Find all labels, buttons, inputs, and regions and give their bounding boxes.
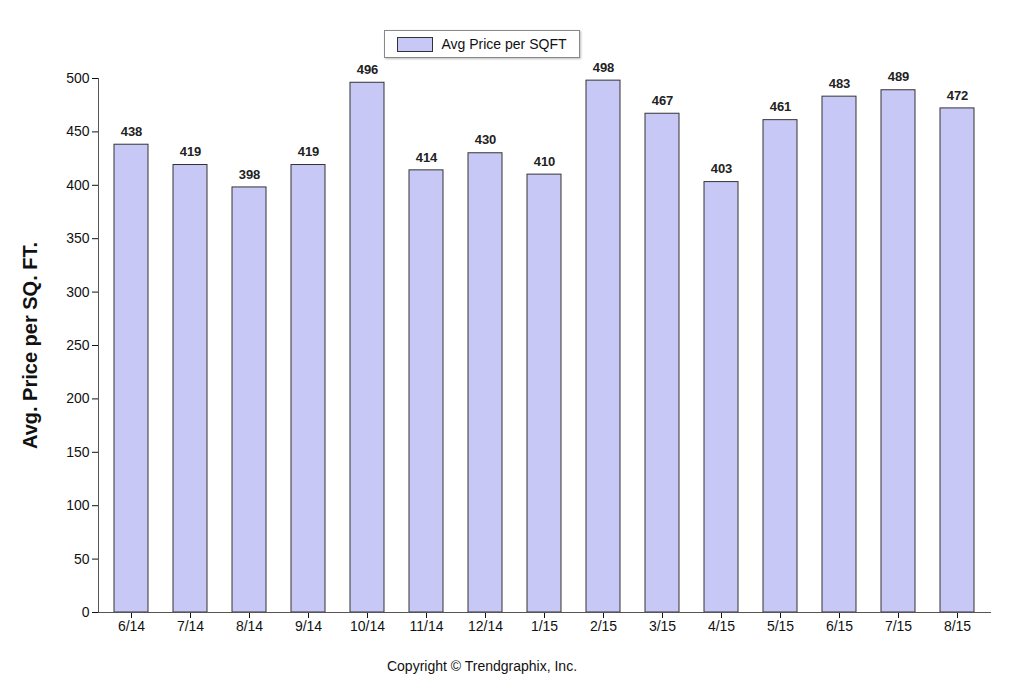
svg-text:150: 150 xyxy=(66,444,90,460)
svg-text:100: 100 xyxy=(66,497,90,513)
svg-text:400: 400 xyxy=(66,177,90,193)
svg-text:6/15: 6/15 xyxy=(826,618,853,634)
svg-text:4/15: 4/15 xyxy=(708,618,735,634)
svg-text:410: 410 xyxy=(534,154,556,169)
svg-text:8/14: 8/14 xyxy=(236,618,263,634)
svg-text:2/15: 2/15 xyxy=(590,618,617,634)
svg-text:414: 414 xyxy=(416,150,438,165)
svg-text:5/15: 5/15 xyxy=(767,618,794,634)
svg-text:398: 398 xyxy=(239,167,261,182)
svg-text:483: 483 xyxy=(829,76,851,91)
svg-text:472: 472 xyxy=(947,88,969,103)
svg-text:7/14: 7/14 xyxy=(177,618,204,634)
svg-text:6/14: 6/14 xyxy=(118,618,145,634)
html-text:Copyright © Trendgraphix, Inc.: Copyright © Trendgraphix, Inc. xyxy=(387,658,577,674)
svg-text:430: 430 xyxy=(475,132,497,147)
svg-text:489: 489 xyxy=(888,69,910,84)
svg-text:438: 438 xyxy=(121,124,143,139)
svg-text:3/15: 3/15 xyxy=(649,618,676,634)
svg-text:7/15: 7/15 xyxy=(885,618,912,634)
html-text:Avg Price per SQFT: Avg Price per SQFT xyxy=(441,36,567,52)
svg-text:0: 0 xyxy=(82,604,90,620)
svg-text:11/14: 11/14 xyxy=(410,618,444,634)
svg-text:350: 350 xyxy=(66,230,90,246)
svg-text:1/15: 1/15 xyxy=(531,618,558,634)
svg-text:403: 403 xyxy=(711,161,733,176)
svg-text:9/14: 9/14 xyxy=(295,618,322,634)
svg-text:467: 467 xyxy=(652,93,674,108)
svg-text:10/14: 10/14 xyxy=(350,618,385,634)
svg-text:Avg. Price per SQ. FT.: Avg. Price per SQ. FT. xyxy=(19,242,41,449)
svg-text:450: 450 xyxy=(66,123,90,139)
svg-text:419: 419 xyxy=(298,144,320,159)
svg-text:496: 496 xyxy=(357,62,379,77)
svg-text:250: 250 xyxy=(66,337,90,353)
svg-text:498: 498 xyxy=(593,60,615,75)
svg-text:8/15: 8/15 xyxy=(944,618,971,634)
svg-text:419: 419 xyxy=(180,144,202,159)
svg-text:12/14: 12/14 xyxy=(468,618,503,634)
svg-text:461: 461 xyxy=(770,99,792,114)
svg-text:500: 500 xyxy=(66,70,90,86)
svg-text:200: 200 xyxy=(66,390,90,406)
svg-text:50: 50 xyxy=(74,551,90,567)
svg-text:300: 300 xyxy=(66,284,90,300)
